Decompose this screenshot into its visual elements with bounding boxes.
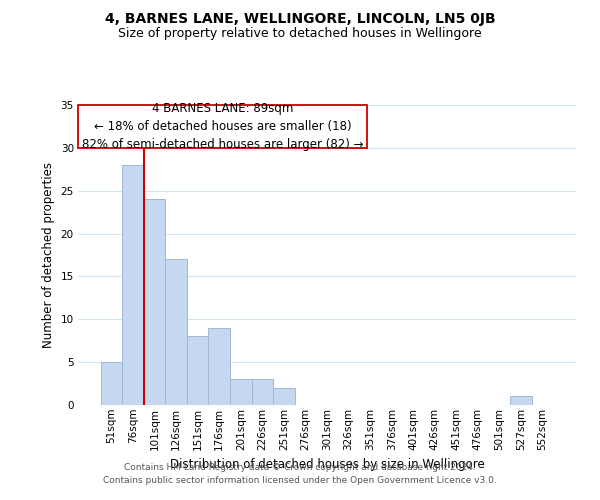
FancyBboxPatch shape xyxy=(78,105,367,148)
Text: Size of property relative to detached houses in Wellingore: Size of property relative to detached ho… xyxy=(118,28,482,40)
Bar xyxy=(101,362,122,405)
Bar xyxy=(208,328,230,405)
Bar xyxy=(122,165,144,405)
Bar xyxy=(144,200,166,405)
Bar xyxy=(187,336,208,405)
Y-axis label: Number of detached properties: Number of detached properties xyxy=(42,162,55,348)
Bar xyxy=(166,260,187,405)
Bar xyxy=(230,380,251,405)
Text: Contains HM Land Registry data © Crown copyright and database right 2024.: Contains HM Land Registry data © Crown c… xyxy=(124,462,476,471)
Bar xyxy=(251,380,273,405)
Text: 4 BARNES LANE: 89sqm
← 18% of detached houses are smaller (18)
82% of semi-detac: 4 BARNES LANE: 89sqm ← 18% of detached h… xyxy=(82,102,363,151)
Text: Contains public sector information licensed under the Open Government Licence v3: Contains public sector information licen… xyxy=(103,476,497,485)
X-axis label: Distribution of detached houses by size in Wellingore: Distribution of detached houses by size … xyxy=(170,458,484,471)
Text: 4, BARNES LANE, WELLINGORE, LINCOLN, LN5 0JB: 4, BARNES LANE, WELLINGORE, LINCOLN, LN5… xyxy=(104,12,496,26)
Bar xyxy=(273,388,295,405)
Bar xyxy=(510,396,532,405)
